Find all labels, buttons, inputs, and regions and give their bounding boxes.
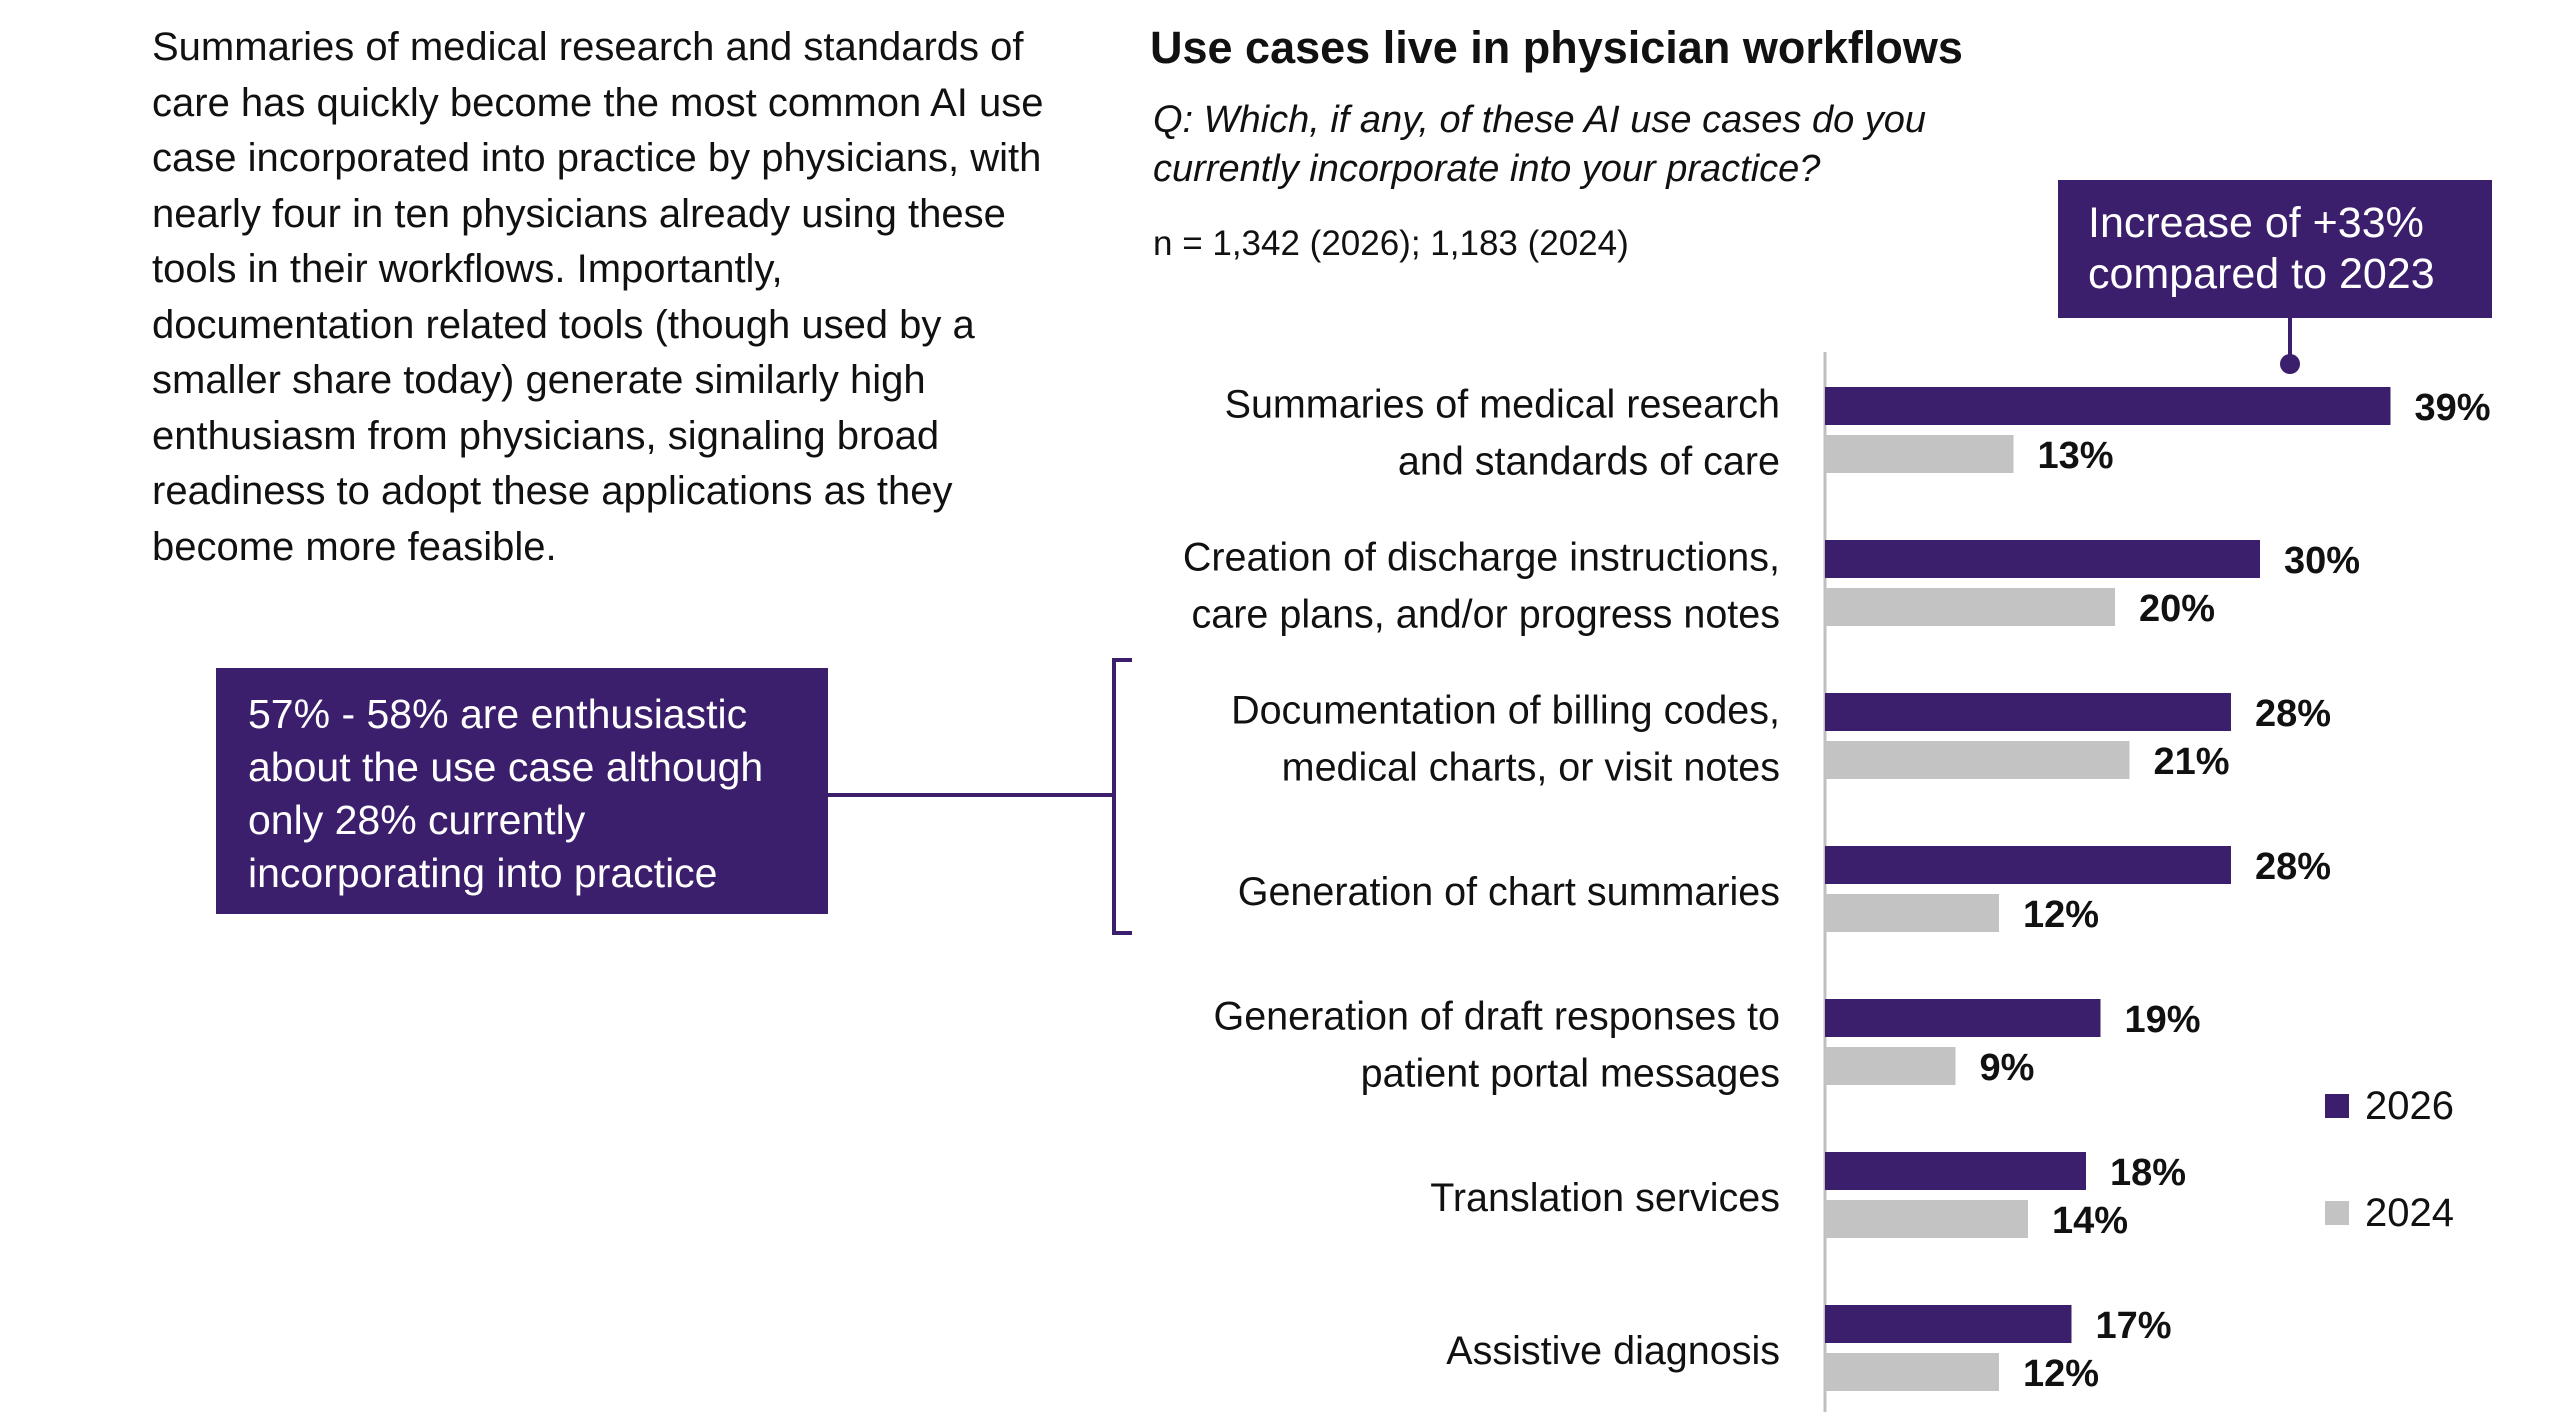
- value-label-2026: 18%: [2110, 1152, 2186, 1194]
- chart-title: Use cases live in physician workflows: [1150, 22, 1963, 73]
- value-label-2026: 39%: [2415, 387, 2491, 429]
- legend-swatch-2026: [2325, 1094, 2349, 1118]
- value-label-2024: 12%: [2023, 1353, 2099, 1395]
- category-label: patient portal messages: [1361, 1052, 1780, 1096]
- callout-pointer-dot: [2280, 354, 2300, 374]
- value-label-2024: 13%: [2038, 435, 2114, 477]
- category-label: Documentation of billing codes,: [1231, 689, 1780, 733]
- bar-2024: [1825, 435, 2014, 473]
- value-label-2024: 20%: [2139, 588, 2215, 630]
- bar-2026: [1825, 693, 2231, 731]
- bar-2026: [1825, 387, 2391, 425]
- increase-callout: Increase of +33% compared to 2023: [2058, 180, 2492, 318]
- legend-label-2026: 2026: [2365, 1084, 2454, 1128]
- value-label-2026: 19%: [2125, 999, 2201, 1041]
- intro-paragraph: Summaries of medical research and standa…: [152, 25, 1044, 569]
- value-label-2026: 28%: [2255, 846, 2331, 888]
- category-label: and standards of care: [1398, 440, 1780, 484]
- bar-2026: [1825, 1305, 2072, 1343]
- category-label: Generation of chart summaries: [1238, 870, 1780, 914]
- category-label: Creation of discharge instructions,: [1183, 536, 1780, 580]
- value-label-2026: 17%: [2096, 1305, 2172, 1347]
- bracket: [1112, 658, 1132, 935]
- category-label: care plans, and/or progress notes: [1192, 593, 1780, 637]
- value-label-2024: 12%: [2023, 894, 2099, 936]
- bar-2026: [1825, 1152, 2086, 1190]
- bar-2024: [1825, 741, 2130, 779]
- bar-2026: [1825, 540, 2260, 578]
- value-label-2024: 14%: [2052, 1200, 2128, 1242]
- category-label: Generation of draft responses to: [1213, 995, 1780, 1039]
- bar-2026: [1825, 846, 2231, 884]
- bar-2026: [1825, 999, 2101, 1037]
- sample-size-note: n = 1,342 (2026); 1,183 (2024): [1153, 224, 1629, 263]
- legend-label-2024: 2024: [2365, 1191, 2454, 1235]
- chart-subtitle: Q: Which, if any, of these AI use cases …: [1153, 99, 1927, 190]
- category-label: Summaries of medical research: [1225, 383, 1780, 427]
- value-label-2026: 30%: [2284, 540, 2360, 582]
- category-label: medical charts, or visit notes: [1282, 746, 1780, 790]
- bar-2024: [1825, 894, 1999, 932]
- category-label: Translation services: [1430, 1176, 1780, 1220]
- legend-swatch-2024: [2325, 1201, 2349, 1225]
- value-label-2024: 21%: [2154, 741, 2230, 783]
- category-label: Assistive diagnosis: [1446, 1329, 1780, 1373]
- value-label-2026: 28%: [2255, 693, 2331, 735]
- value-label-2024: 9%: [1980, 1047, 2035, 1089]
- bar-2024: [1825, 588, 2115, 626]
- bar-2024: [1825, 1200, 2028, 1238]
- enthusiasm-callout: 57% - 58% are enthusiastic about the use…: [216, 668, 828, 914]
- bar-2024: [1825, 1353, 1999, 1391]
- bar-2024: [1825, 1047, 1956, 1085]
